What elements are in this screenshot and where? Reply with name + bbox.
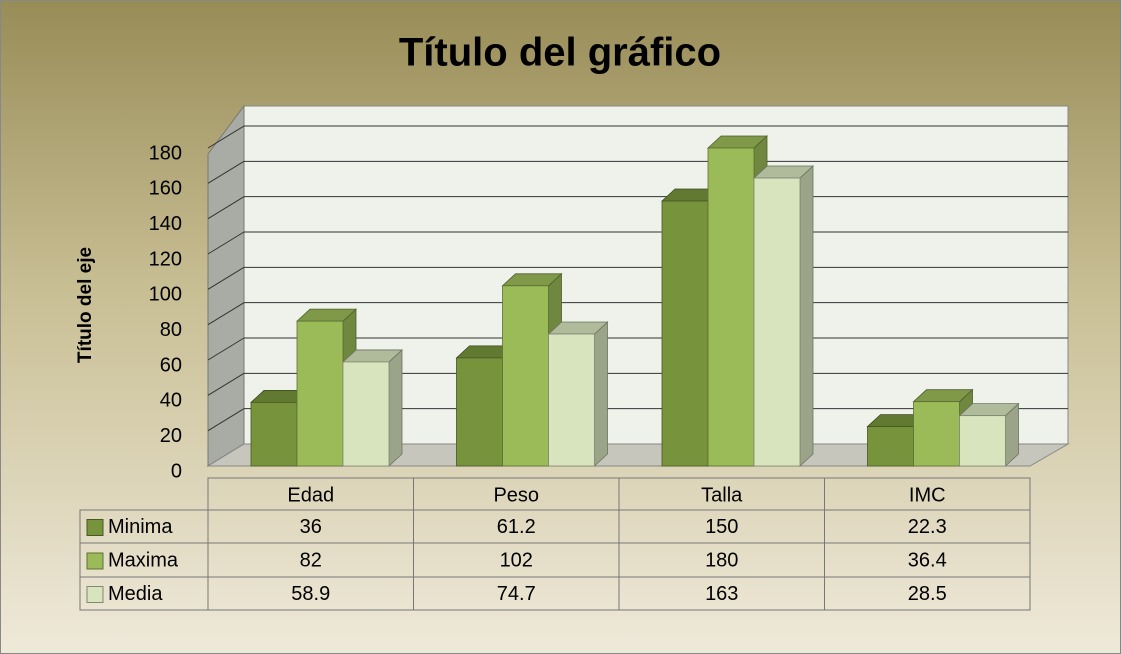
table-cell: 36 [300, 516, 322, 538]
y-tick-label: 60 [160, 354, 182, 376]
bar [867, 426, 914, 467]
legend-key [86, 552, 104, 570]
bar-side [388, 349, 403, 467]
legend-key [86, 586, 104, 603]
table-cell: 74.7 [497, 583, 536, 605]
grid-line-side [207, 337, 245, 361]
y-tick-label: 0 [171, 460, 182, 482]
table-header: IMC [909, 484, 946, 506]
legend-key [86, 519, 104, 536]
grid-line-side [207, 196, 245, 220]
legend-label: Minima [108, 516, 173, 538]
bar [661, 200, 709, 467]
table-cell: 180 [705, 549, 738, 571]
table-header: Peso [493, 484, 539, 506]
grid-line-side [207, 231, 245, 255]
grid-line-side [207, 266, 245, 290]
y-tick-label: 20 [160, 425, 182, 447]
table-cell: 28.5 [908, 583, 947, 605]
table-header: Talla [701, 484, 743, 506]
legend-label: Maxima [108, 549, 179, 571]
bar [913, 401, 960, 467]
y-tick-label: 80 [160, 319, 182, 341]
bar [753, 177, 801, 467]
legend-label: Media [108, 583, 163, 605]
bar-side [799, 165, 814, 467]
grid-line-side [207, 408, 245, 432]
grid-line-side [207, 125, 245, 149]
table-cell: 22.3 [908, 516, 947, 538]
table-cell: 150 [705, 516, 738, 538]
bar [707, 147, 755, 467]
grid-line-side [207, 372, 245, 396]
table-cell: 36.4 [908, 549, 947, 571]
y-tick-label: 100 [149, 284, 182, 306]
grid-line-side [207, 160, 245, 184]
chart-title: Título del gráfico [399, 31, 721, 75]
y-tick-label: 140 [149, 213, 182, 235]
bar [342, 361, 390, 467]
y-axis-label: Título del eje [75, 247, 96, 363]
bar [296, 320, 344, 467]
bar-side [594, 321, 608, 467]
y-tick-label: 160 [149, 178, 182, 200]
table-cell: 58.9 [291, 583, 330, 605]
bar [548, 333, 595, 467]
table-cell: 82 [300, 549, 322, 571]
bar [456, 357, 503, 467]
bar [502, 285, 549, 467]
y-tick-label: 120 [149, 248, 182, 270]
y-tick-label: 180 [149, 142, 182, 164]
table-cell: 163 [705, 583, 738, 605]
bar [250, 401, 298, 467]
table-header: Edad [287, 484, 334, 506]
y-tick-label: 40 [160, 390, 182, 412]
table-cell: 61.2 [497, 516, 536, 538]
bar [959, 415, 1006, 467]
grid-line-side [207, 302, 245, 326]
table-cell: 102 [500, 549, 533, 571]
